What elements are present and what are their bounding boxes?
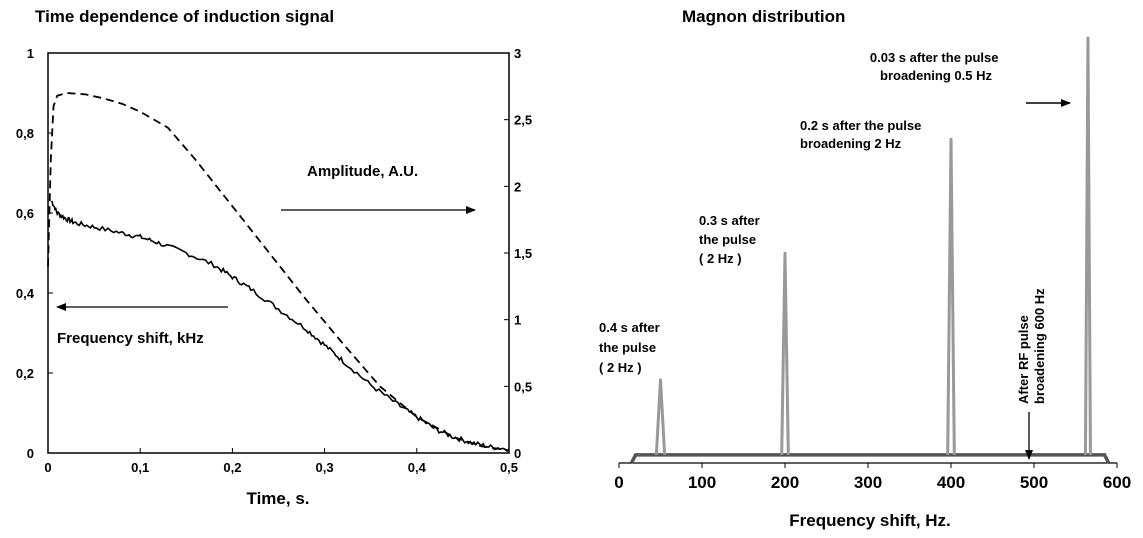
right-y-tick-label: 2,5 [514,113,532,128]
left-x-tick-label: 0,5 [500,460,518,475]
left-y-tick-label: 0,8 [16,126,34,141]
left-y-tick-label: 0,6 [16,206,34,221]
distribution-peak [654,378,667,456]
distribution-peak [1083,36,1092,455]
right-y-tick-label: 0,5 [514,379,532,394]
left-x-tick-label: 0,1 [131,460,149,475]
right-x-tick-label: 500 [1020,473,1048,492]
left-x-tick-label: 0,3 [316,460,334,475]
left-y-tick-label: 1 [27,46,34,61]
peak-565-annotation: 0.03 s after the pulse broadening 0.5 Hz [870,50,1002,83]
left-y-tick-label: 0,2 [16,366,34,381]
right-chart-title: Magnon distribution [682,7,845,26]
right-y-tick-label: 1 [514,313,521,328]
baseline-distribution [629,453,1111,464]
distribution-peak [946,137,956,455]
right-axis-ticks: 0 100 200 300 400 500 600 [614,463,1131,492]
right-x-tick-label: 200 [771,473,799,492]
amplitude-series-line [47,92,510,452]
right-y-tick-label: 0 [514,446,521,461]
left-axis-ticks: 0 0,1 0,2 0,3 0,4 0,500,20,40,60,8100,511,522… [16,46,532,475]
left-plot-frame [47,52,510,454]
right-x-tick-label: 300 [854,473,882,492]
left-y-tick-label: 0,4 [16,286,35,301]
left-series-group [47,92,510,453]
amplitude-annotation: Amplitude, A.U. [307,163,418,180]
left-x-tick-label: 0,2 [223,460,241,475]
right-x-axis-label: Frequency shift, Hz. [789,511,951,530]
right-x-tick-label: 400 [937,473,965,492]
right-series-group [629,36,1111,464]
frequency-series-line [51,200,510,453]
right-x-tick-label: 600 [1103,473,1131,492]
left-x-axis-label: Time, s. [247,489,310,508]
left-x-tick-label: 0,4 [408,460,427,475]
left-chart-title: Time dependence of induction signal [35,7,334,26]
peak-400-annotation: 0.2 s after the pulse broadening 2 Hz [800,118,925,151]
left-y-tick-label: 0 [27,446,34,461]
right-x-tick-label: 0 [614,473,623,492]
right-y-tick-label: 2 [514,179,521,194]
right-y-tick-label: 1,5 [514,246,532,261]
distribution-peak [780,251,790,455]
frequency-annotation: Frequency shift, kHz [57,330,204,347]
peak-200-annotation: 0.3 s after the pulse ( 2 Hz ) [699,213,763,266]
left-x-tick-label: 0 [44,460,51,475]
right-x-tick-label: 100 [688,473,716,492]
rf-pulse-annotation: After RF pulse broadening 600 Hz [1016,288,1047,404]
peak-50-annotation: 0.4 s after the pulse ( 2 Hz ) [599,320,663,375]
right-y-tick-label: 3 [514,46,521,61]
